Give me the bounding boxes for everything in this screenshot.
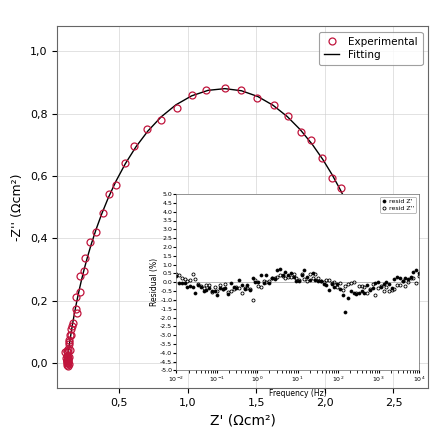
- resid Z'': [381, 289, 386, 294]
- resid Z': [174, 273, 179, 278]
- Line: Fitting: Fitting: [67, 89, 396, 363]
- Fitting: [393, 359, 399, 364]
- resid Z'': [206, 283, 212, 288]
- Fitting: [222, 86, 228, 91]
- Line: Experimental: Experimental: [62, 85, 400, 370]
- resid Z'': [307, 271, 313, 277]
- resid Z': [411, 269, 416, 274]
- Line: resid Z': resid Z': [175, 267, 420, 314]
- resid Z'': [250, 297, 255, 303]
- Line: resid Z'': resid Z'': [175, 272, 420, 301]
- resid Z': [206, 286, 212, 291]
- Fitting: [393, 357, 398, 362]
- Fitting: [67, 343, 72, 348]
- resid Z'': [386, 289, 392, 294]
- resid Z'': [411, 276, 416, 281]
- resid Z': [381, 281, 386, 287]
- resid Z'': [174, 272, 179, 277]
- Experimental: [223, 86, 228, 91]
- resid Z'': [247, 286, 253, 292]
- resid Z': [343, 310, 348, 315]
- Experimental: [344, 204, 350, 209]
- Experimental: [392, 356, 397, 361]
- Experimental: [65, 347, 70, 352]
- resid Z'': [416, 273, 422, 279]
- Experimental: [254, 96, 260, 101]
- X-axis label: Z' (Ωcm²): Z' (Ωcm²): [209, 413, 276, 427]
- resid Z': [277, 266, 283, 272]
- resid Z': [348, 288, 354, 294]
- X-axis label: Frequency (Hz): Frequency (Hz): [269, 389, 326, 399]
- Legend: resid Z', resid Z'': resid Z', resid Z'': [380, 197, 416, 213]
- resid Z': [247, 287, 253, 292]
- resid Z': [416, 270, 422, 275]
- Experimental: [65, 363, 70, 369]
- Fitting: [66, 350, 71, 355]
- Experimental: [64, 348, 69, 354]
- Fitting: [345, 202, 350, 207]
- Fitting: [64, 360, 70, 365]
- resid Z'': [348, 281, 354, 286]
- Experimental: [392, 357, 397, 362]
- Fitting: [393, 358, 398, 363]
- Experimental: [393, 362, 398, 367]
- Legend: Experimental, Fitting: Experimental, Fitting: [318, 32, 422, 65]
- Fitting: [255, 94, 260, 99]
- Y-axis label: -Z'' (Ωcm²): -Z'' (Ωcm²): [11, 173, 24, 241]
- Y-axis label: Residual (%): Residual (%): [149, 258, 159, 306]
- resid Z': [386, 281, 392, 287]
